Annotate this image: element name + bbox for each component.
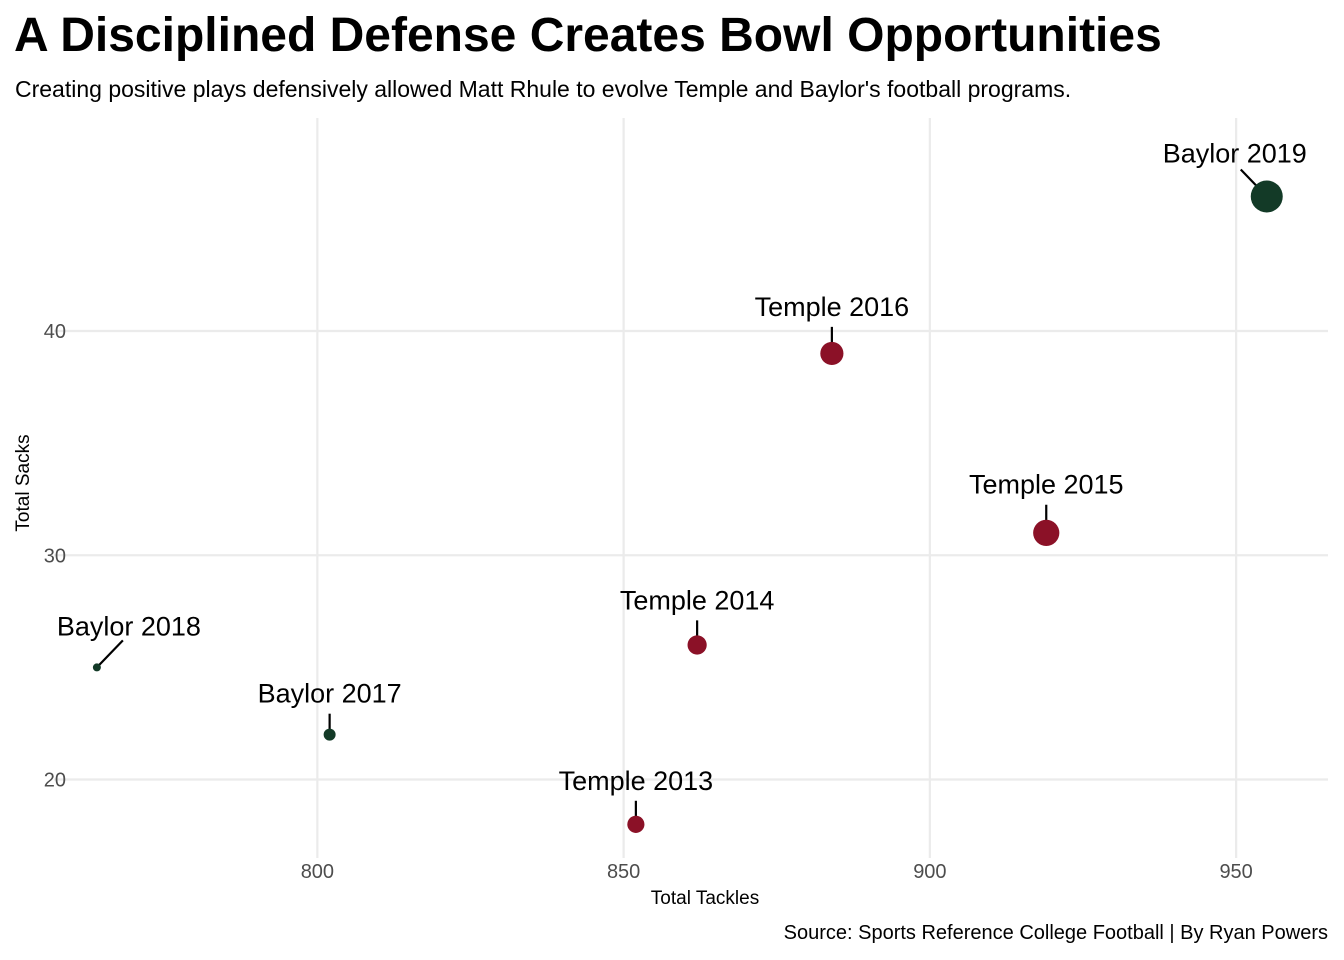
x-tick-label: 900 bbox=[913, 861, 946, 883]
point-label: Temple 2013 bbox=[559, 766, 714, 796]
y-tick-label: 20 bbox=[44, 770, 66, 792]
point-label: Temple 2015 bbox=[969, 470, 1124, 500]
data-point bbox=[1033, 519, 1060, 546]
grid-lines bbox=[54, 118, 1328, 858]
point-label: Baylor 2019 bbox=[1163, 138, 1307, 168]
chart-caption: Source: Sports Reference College Footbal… bbox=[783, 922, 1328, 944]
x-tick-label: 950 bbox=[1219, 861, 1252, 883]
y-tick-label: 30 bbox=[44, 545, 66, 567]
chart-title: A Disciplined Defense Creates Bowl Oppor… bbox=[14, 9, 1162, 62]
y-axis-label: Total Sacks bbox=[13, 434, 34, 531]
x-axis-ticks: 800 850 900 950 bbox=[301, 861, 1253, 883]
x-tick-label: 850 bbox=[607, 861, 640, 883]
point-label: Temple 2016 bbox=[755, 292, 910, 322]
data-point bbox=[687, 635, 707, 655]
point-label: Temple 2014 bbox=[620, 585, 775, 615]
x-axis-label: Total Tackles bbox=[651, 888, 759, 909]
y-axis-ticks: 20 30 40 bbox=[44, 321, 66, 791]
label-leader-line bbox=[96, 639, 124, 669]
point-labels: Temple 2013 Temple 2014 Temple 2015 Temple … bbox=[57, 138, 1307, 795]
point-label: Baylor 2018 bbox=[57, 611, 201, 641]
data-point bbox=[820, 341, 844, 366]
chart-subtitle: Creating positive plays defensively allo… bbox=[15, 76, 1072, 102]
point-label: Baylor 2017 bbox=[258, 679, 402, 709]
data-point bbox=[1250, 180, 1283, 213]
data-point bbox=[627, 815, 645, 833]
y-tick-label: 40 bbox=[44, 321, 66, 343]
data-point bbox=[323, 728, 336, 741]
x-tick-label: 800 bbox=[301, 861, 334, 883]
data-points bbox=[92, 180, 1283, 833]
data-point bbox=[92, 663, 101, 672]
